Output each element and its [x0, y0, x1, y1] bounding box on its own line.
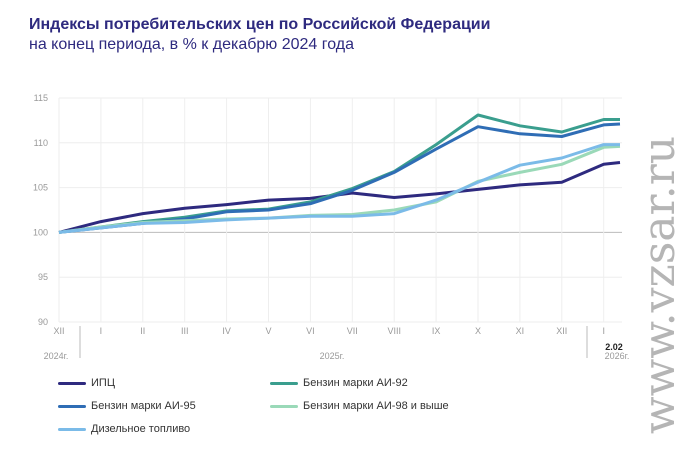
- series-line: [58, 113, 620, 234]
- y-tick-label: 105: [33, 183, 48, 193]
- y-tick-label: 115: [34, 93, 48, 103]
- legend-swatch: [270, 404, 298, 408]
- year-label: 2024г.: [44, 351, 69, 361]
- chart-subtitle: на конец периода, в % к декабрю 2024 год…: [29, 36, 355, 53]
- y-tick-label: 95: [38, 272, 48, 282]
- x-tick-label: V: [265, 326, 271, 336]
- x-tick-label: XI: [516, 326, 525, 336]
- legend-label: Бензин марки АИ-98 и выше: [303, 400, 449, 412]
- legend-item-cpi: ИПЦ: [58, 377, 115, 389]
- x-tick-label: VII: [347, 326, 358, 336]
- x-tick-label: III: [181, 326, 189, 336]
- legend-label: ИПЦ: [91, 377, 115, 389]
- x-tick-label: VIII: [387, 326, 401, 336]
- x-tick-label: VI: [306, 326, 315, 336]
- legend-item-diesel: Дизельное топливо: [58, 423, 190, 435]
- year-label: 2025г.: [320, 351, 345, 361]
- x-tick-label: XII: [556, 326, 567, 336]
- y-tick-label: 90: [38, 317, 48, 327]
- legend-swatch: [58, 427, 86, 431]
- legend-swatch: [58, 381, 86, 385]
- legend-item-ai92: Бензин марки АИ-92: [270, 377, 408, 389]
- x-tick-label: XII: [53, 326, 64, 336]
- x-tick-label: IX: [432, 326, 441, 336]
- legend-label: Бензин марки АИ-92: [303, 377, 408, 389]
- watermark: www.vzsar.ru: [634, 135, 685, 435]
- legend-item-ai98: Бензин марки АИ-98 и выше: [270, 400, 449, 412]
- x-tick-label: IV: [222, 326, 231, 336]
- y-tick-label: 100: [33, 227, 48, 237]
- x-tick-label: II: [140, 326, 145, 336]
- x-tick-label: X: [475, 326, 481, 336]
- legend-swatch: [270, 381, 298, 385]
- legend-label: Бензин марки АИ-95: [91, 400, 196, 412]
- x-tick-label: I: [100, 326, 103, 336]
- series-line: [58, 143, 620, 234]
- y-tick-label: 110: [34, 138, 48, 148]
- x-tick-label: 2.02: [605, 342, 623, 352]
- x-tick-label: I: [602, 326, 605, 336]
- series-line: [58, 161, 621, 234]
- legend-swatch: [58, 404, 86, 408]
- year-label: 2026г.: [605, 351, 630, 361]
- legend-item-ai95: Бензин марки АИ-95: [58, 400, 196, 412]
- legend-label: Дизельное топливо: [91, 423, 191, 435]
- chart-title: Индексы потребительских цен по Российско…: [29, 16, 491, 33]
